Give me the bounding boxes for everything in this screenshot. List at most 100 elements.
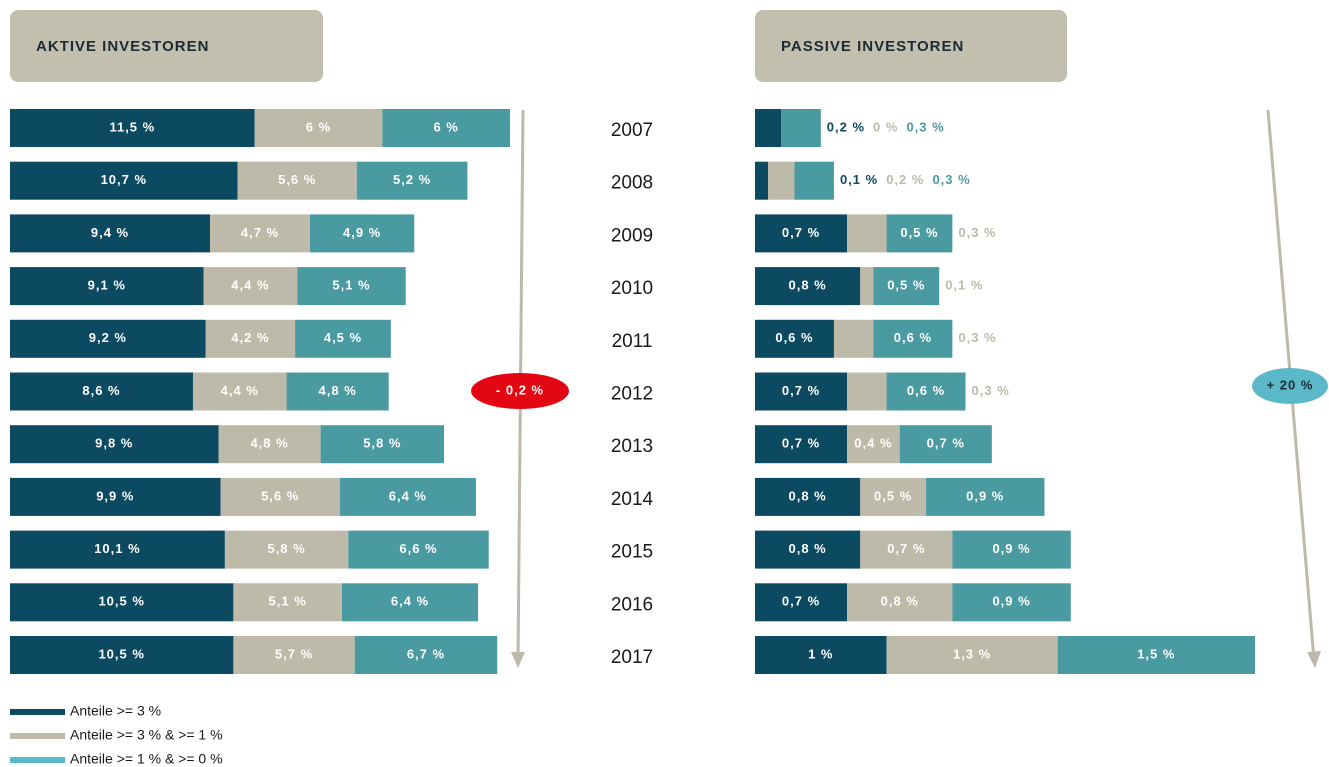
bar-segment (233, 636, 355, 674)
year-label: 2017 (611, 647, 653, 668)
chart-title: AKTIVE INVESTOREN (36, 38, 209, 55)
bar-segment (192, 372, 287, 411)
data-label: 8,6 % (82, 383, 120, 398)
bar-segment (886, 372, 966, 411)
legend-swatch (10, 757, 65, 763)
data-label: 0,5 % (887, 278, 925, 293)
data-label: 0,3 % (932, 172, 970, 187)
data-label: 4,8 % (250, 436, 288, 451)
data-label: 10,7 % (101, 172, 147, 187)
data-label: 0,3 % (906, 119, 944, 134)
data-label: 0,6 % (894, 330, 932, 345)
bar-segment (10, 530, 225, 569)
data-label: 0,9 % (992, 594, 1030, 609)
data-label: 6 % (433, 119, 458, 134)
data-label: 0,7 % (782, 436, 820, 451)
data-label: 0,6 % (775, 330, 813, 345)
data-label: 0,3 % (958, 330, 996, 345)
bar-segment (755, 214, 848, 253)
data-label: 10,1 % (94, 541, 140, 556)
data-label: 5,8 % (267, 541, 305, 556)
bar-segment (755, 267, 861, 306)
data-label: 0,5 % (900, 225, 938, 240)
data-label: 0 % (873, 119, 898, 134)
bar-segment (341, 583, 479, 622)
bar-segment (755, 161, 769, 200)
bar-segment (254, 109, 383, 147)
data-label: 6,4 % (389, 488, 427, 503)
annotation: + 20 % (1267, 377, 1314, 392)
bar-segment (755, 109, 782, 147)
data-label: 0,8 % (789, 541, 827, 556)
data-label: 5,1 % (332, 278, 370, 293)
data-label: 4,5 % (324, 330, 362, 345)
bar-segment (794, 161, 834, 200)
data-label: 6,6 % (399, 541, 437, 556)
bar-segment (781, 109, 821, 147)
data-label: 11,5 % (109, 119, 155, 134)
data-label: 0,7 % (887, 541, 925, 556)
data-label: 9,2 % (89, 330, 127, 345)
data-label: 5,8 % (363, 436, 401, 451)
bar-segment (873, 319, 953, 358)
legend-swatch (10, 709, 65, 715)
bar-segment (847, 372, 887, 411)
bar-segment (286, 372, 389, 411)
data-label: 0,7 % (782, 594, 820, 609)
bar-segment (210, 214, 310, 253)
data-label: 0,4 % (854, 436, 892, 451)
data-label: 0,7 % (782, 383, 820, 398)
data-label: 0,9 % (992, 541, 1030, 556)
bar-segment (218, 425, 321, 464)
data-label: 1 % (808, 646, 833, 661)
data-label: 4,9 % (343, 225, 381, 240)
bar-segment (10, 583, 234, 622)
bar-segment (860, 477, 927, 516)
year-label: 2016 (611, 594, 653, 615)
data-label: 1,5 % (1137, 646, 1175, 661)
header-box (755, 10, 1067, 82)
bar-segment (952, 583, 1071, 622)
bar-segment (755, 319, 834, 358)
bar-segment (339, 477, 476, 516)
bar-segment (10, 372, 193, 411)
legend-label: Anteile >= 3 % (70, 703, 161, 719)
data-label: 9,9 % (96, 488, 134, 503)
data-label: 1,3 % (953, 646, 991, 661)
bar-segment (354, 636, 498, 674)
annotation-oval (471, 373, 569, 409)
bar-segment (755, 477, 861, 516)
data-label: 5,2 % (393, 172, 431, 187)
bar-segment (899, 425, 992, 464)
data-label: 0,2 % (886, 172, 924, 187)
data-label: 0,9 % (966, 488, 1004, 503)
data-label: 0,7 % (927, 436, 965, 451)
year-label: 2011 (612, 331, 653, 352)
legend-label: Anteile >= 1 % & >= 0 % (70, 751, 223, 767)
bar-segment (755, 425, 848, 464)
bar-segment (205, 319, 296, 358)
bar-segment (755, 530, 861, 569)
bar-segment (10, 425, 219, 464)
bar-segment (224, 530, 349, 569)
bar-segment (10, 161, 238, 200)
data-label: 4,4 % (221, 383, 259, 398)
data-label: 9,1 % (88, 278, 126, 293)
data-label: 0,7 % (782, 225, 820, 240)
arrow-head (511, 652, 525, 668)
data-label: 6,7 % (407, 646, 445, 661)
bar-segment (10, 214, 210, 253)
data-label: 10,5 % (98, 594, 144, 609)
data-label: 0,8 % (881, 594, 919, 609)
bar-segment (220, 477, 340, 516)
bar-segment (886, 636, 1058, 674)
chart-title: PASSIVE INVESTOREN (781, 38, 964, 55)
data-label: 10,5 % (98, 646, 144, 661)
data-label: 0,8 % (789, 488, 827, 503)
year-label: 2013 (611, 436, 653, 457)
bar-segment (297, 267, 406, 306)
legend-label: Anteile >= 3 % & >= 1 % (70, 727, 223, 743)
bar-segment (10, 109, 255, 147)
data-label: 9,8 % (95, 436, 133, 451)
annotation: - 0,2 % (496, 382, 544, 397)
